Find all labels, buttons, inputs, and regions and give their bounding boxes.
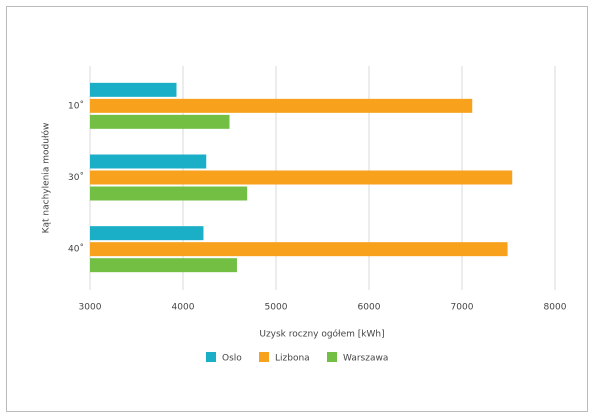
frame <box>6 6 588 412</box>
bar <box>90 154 207 169</box>
bar <box>90 114 230 129</box>
y-tick-label: 30˚ <box>68 172 84 183</box>
x-tick-label: 8000 <box>544 303 567 313</box>
x-tick-label: 3000 <box>79 303 102 313</box>
legend-label: Oslo <box>222 354 242 364</box>
bar <box>90 258 237 273</box>
y-tick-label: 10˚ <box>68 100 84 111</box>
legend-swatch <box>206 352 216 362</box>
x-axis-label: Uzysk roczny ogółem [kWh] <box>259 329 384 340</box>
bar <box>90 186 248 201</box>
x-tick-label: 5000 <box>265 303 288 313</box>
legend-swatch <box>327 352 337 362</box>
bar <box>90 226 204 241</box>
legend-label: Lizbona <box>275 354 310 364</box>
legend-label: Warszawa <box>343 354 388 364</box>
bar <box>90 242 508 257</box>
x-tick-label: 4000 <box>172 303 195 313</box>
legend-swatch <box>259 352 269 362</box>
y-tick-label: 40˚ <box>68 244 84 255</box>
x-tick-label: 7000 <box>451 303 474 313</box>
y-axis-label: Kąt nachylenia modułów <box>41 123 52 234</box>
bar <box>90 98 473 113</box>
bar <box>90 170 513 185</box>
x-tick-label: 6000 <box>358 303 381 313</box>
bar <box>90 82 177 97</box>
